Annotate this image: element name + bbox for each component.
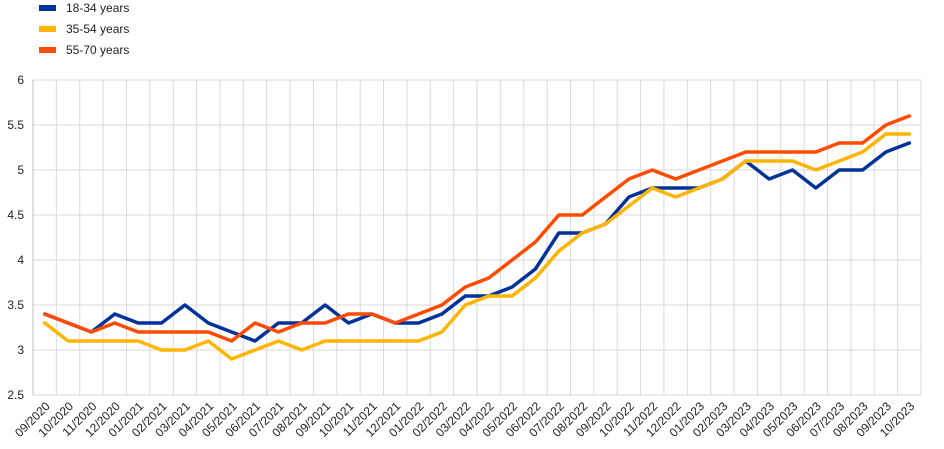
series-line-2 [42, 132, 912, 361]
y-tick-label: 6 [17, 73, 24, 87]
grid [32, 79, 922, 396]
y-tick-label: 3 [17, 343, 24, 357]
legend-label: 18-34 years [66, 1, 129, 15]
legend-swatch [39, 47, 56, 53]
legend: 18-34 years 35-54 years 55-70 years [39, 1, 129, 57]
y-tick-label: 4 [17, 253, 24, 267]
legend-label: 55-70 years [66, 43, 129, 57]
y-axis: 2.5 3 3.5 4 4.5 5 5.5 6 [7, 73, 24, 402]
legend-swatch [39, 26, 56, 32]
series-line-1 [42, 141, 912, 343]
series-group [42, 114, 912, 361]
y-tick-label: 5.5 [7, 118, 24, 132]
y-tick-label: 4.5 [7, 208, 24, 222]
y-tick-label: 5 [17, 163, 24, 177]
y-tick-label: 2.5 [7, 388, 24, 402]
y-tick-label: 3.5 [7, 298, 24, 312]
legend-swatch [39, 5, 56, 11]
series-line-3 [42, 114, 912, 343]
legend-label: 35-54 years [66, 22, 129, 36]
x-axis: 09/202010/202011/202012/202001/202102/20… [12, 399, 917, 440]
